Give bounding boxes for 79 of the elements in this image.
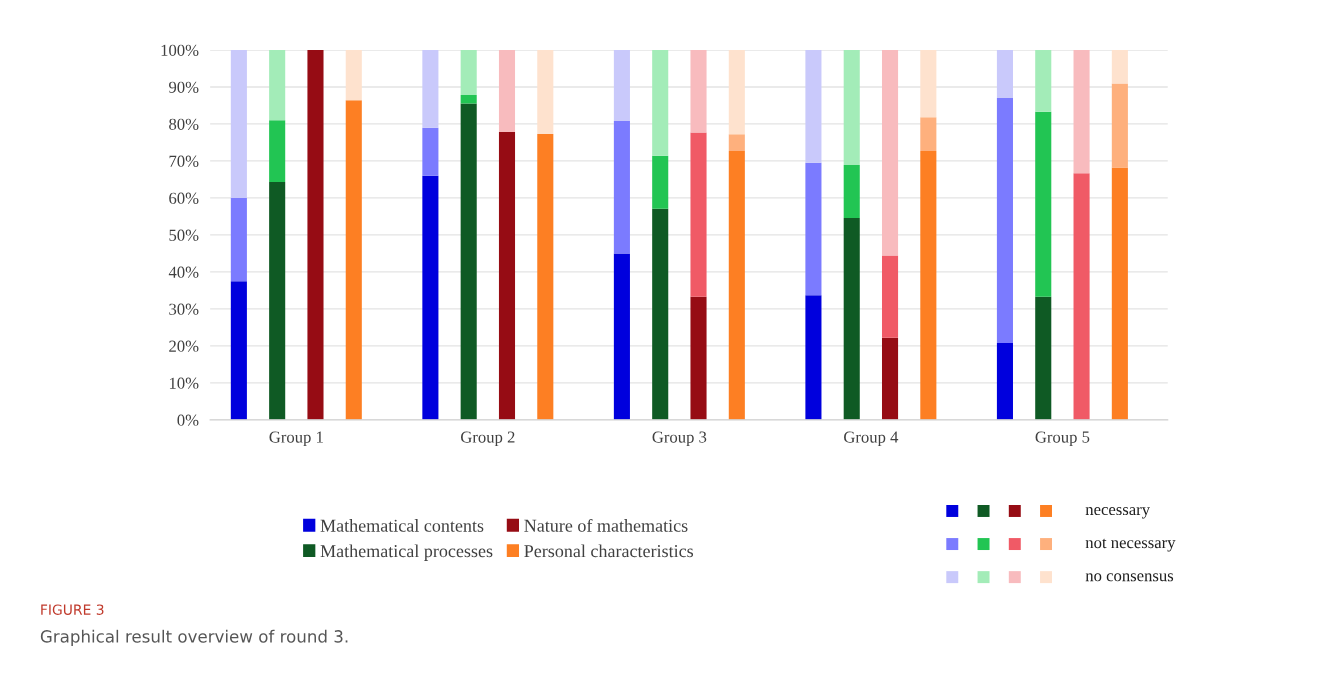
bar: [269, 182, 286, 420]
x-tick-label: Group 4: [844, 431, 899, 447]
bar: [843, 217, 860, 420]
bar: [537, 133, 554, 420]
y-tick-label: 30%: [169, 303, 199, 315]
text: Graphical result overview of round 3.: [40, 629, 348, 646]
bar: [843, 49, 860, 165]
bar: [920, 49, 937, 118]
bar: [1073, 173, 1090, 420]
bar: [498, 49, 516, 133]
x-tick-label: Group 2: [460, 431, 515, 447]
y-tick-label: 50%: [169, 229, 199, 241]
bar: [1111, 167, 1128, 420]
y-tick-label: 20%: [169, 340, 199, 352]
bar: [728, 49, 745, 135]
bar: [345, 49, 362, 101]
y-tick-label: 70%: [169, 155, 199, 167]
bar: [652, 49, 669, 156]
bar: [996, 98, 1013, 343]
bar: [345, 100, 362, 420]
bar: [920, 150, 937, 420]
bar: [1035, 296, 1052, 420]
bar: [690, 296, 707, 420]
bar: [230, 197, 247, 282]
legend-label: Mathematical contents: [320, 519, 484, 532]
bar: [996, 49, 1013, 99]
y-tick-label: 0%: [177, 414, 199, 426]
bar: [690, 49, 707, 133]
bar: [881, 49, 899, 256]
bar: [690, 132, 707, 297]
x-tick-label: Group 1: [269, 431, 323, 447]
bar: [422, 49, 439, 128]
y-tick-label: 80%: [169, 118, 199, 130]
legend-label: Nature of mathematics: [524, 518, 688, 532]
bar: [805, 295, 822, 420]
bar: [613, 253, 630, 420]
y-tick-label: 100%: [161, 44, 199, 56]
bar: [269, 49, 286, 121]
bar: [422, 127, 439, 176]
bar: [537, 49, 554, 134]
bar: [422, 175, 439, 420]
x-tick-label: Group 5: [1035, 431, 1090, 447]
bar: [1111, 49, 1128, 84]
bar: [613, 120, 630, 254]
x-tick-label: Group 3: [652, 431, 707, 447]
y-tick-label: 40%: [168, 266, 199, 278]
bar: [881, 255, 899, 338]
bar: [996, 342, 1013, 420]
text: necessary: [1085, 507, 1150, 519]
text: not necessary: [1085, 538, 1176, 552]
y-tick-label: 60%: [169, 192, 199, 204]
bar: [728, 134, 745, 151]
bar: [1073, 49, 1090, 174]
legend-label: Personal characteristics: [524, 544, 694, 558]
bar: [613, 49, 630, 121]
bar: [1035, 49, 1052, 112]
legend-label: Mathematical processes: [320, 544, 493, 561]
bar: [230, 281, 247, 420]
bar: [652, 208, 669, 420]
bar: [1035, 111, 1052, 297]
bar: [805, 49, 822, 163]
y-tick-label: 90%: [169, 81, 199, 93]
bar: [269, 120, 286, 182]
bar: [460, 49, 477, 96]
bar: [652, 155, 669, 209]
bar: [460, 103, 477, 420]
bar: [498, 132, 516, 420]
caption: FIGURE 3: [41, 604, 104, 615]
text: no consensus: [1085, 573, 1174, 582]
bar: [728, 150, 745, 420]
bar: [307, 49, 324, 420]
bar: [230, 49, 247, 198]
bar: [881, 337, 899, 420]
bar: [843, 164, 860, 218]
y-tick-label: 10%: [169, 377, 199, 389]
bar: [920, 117, 937, 151]
bar: [1111, 83, 1128, 168]
bar: [805, 162, 822, 296]
bar: [460, 95, 477, 104]
